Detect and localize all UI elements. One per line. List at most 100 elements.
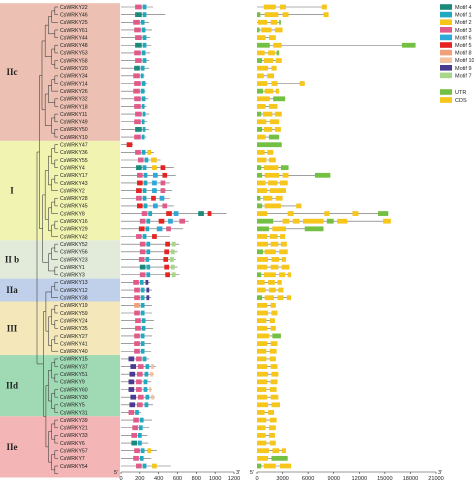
cds-box (257, 280, 265, 285)
motif-box (145, 280, 149, 285)
motif-box (135, 111, 142, 117)
gene-name: CsWRKY9 (60, 380, 85, 386)
cds-box (257, 356, 267, 362)
cds-box (257, 455, 269, 461)
cds-box (280, 180, 288, 186)
motif-box (139, 417, 144, 423)
gene-name: CsWRKY59 (60, 311, 88, 317)
motif-box (147, 149, 152, 155)
motif-box (133, 455, 139, 461)
motif-box (141, 149, 146, 155)
motif-box (151, 394, 154, 400)
gene-axis-3prime: 3' (438, 470, 442, 476)
motif-box (132, 425, 138, 431)
cds-box (257, 287, 266, 293)
cds-box (280, 241, 287, 247)
gene-name: CsWRKY54 (60, 464, 88, 470)
gene-name: CsWRKY23 (60, 257, 88, 263)
motif-box (142, 127, 146, 132)
cds-box (275, 88, 280, 94)
cds-box (337, 218, 348, 224)
motif-box (144, 371, 149, 377)
motif-box (133, 280, 139, 285)
utr-box (314, 172, 331, 178)
cds-box (257, 180, 266, 186)
cds-box (257, 333, 269, 339)
cds-box (262, 195, 273, 201)
motif-box (134, 119, 141, 125)
cds-box (275, 58, 282, 63)
motif-box (143, 172, 148, 178)
gene-name: CsWRKY58 (60, 58, 88, 64)
utr-box (257, 249, 263, 255)
legend-label: Motif 2 (455, 20, 472, 26)
motif-box (126, 142, 133, 148)
cds-box (270, 302, 276, 308)
cds-box (271, 81, 278, 86)
cds-box (286, 295, 292, 301)
motif-box (129, 371, 136, 377)
cds-box (257, 364, 268, 369)
motif-box (160, 188, 166, 193)
gene-name: CsWRKY44 (60, 35, 88, 41)
phylogenetic-tree (36, 6, 58, 474)
cds-box (280, 234, 286, 239)
motif-box (142, 165, 147, 171)
legend-swatch (440, 42, 452, 48)
protein-tick-label: 1000 (209, 476, 221, 482)
gene-tick-label: 18000 (403, 476, 419, 482)
utr-box (272, 333, 281, 339)
cds-box (268, 157, 276, 163)
group-label: II b (5, 254, 19, 264)
protein-axis-3prime: 3' (236, 470, 240, 476)
cds-box (264, 295, 275, 301)
cds-box (270, 379, 278, 385)
legend-label: Motif 3 (455, 28, 472, 34)
motif-box (137, 394, 144, 400)
gene-name: CsWRKY55 (60, 158, 88, 164)
motif-box (138, 425, 143, 431)
cds-box (268, 410, 275, 415)
cds-box (278, 287, 284, 293)
gene-name: CsWRKY4 (60, 165, 85, 171)
cds-box (277, 280, 282, 285)
cds-box (257, 387, 267, 392)
motif-box (143, 387, 148, 392)
motif-box (136, 195, 142, 201)
gene-name: CsWRKY22 (60, 5, 88, 11)
motif-box (151, 195, 156, 201)
gene-name: CsWRKY47 (60, 143, 88, 149)
utr-box (276, 50, 280, 56)
gene-name: CsWRKY32 (60, 97, 88, 103)
motif-box (159, 195, 165, 201)
motif-box (151, 364, 154, 369)
cds-box (269, 318, 275, 324)
gene-name: CsWRKY49 (60, 120, 88, 126)
gene-tick-label: 12000 (352, 476, 368, 482)
gene-name: CsWRKY12 (60, 288, 88, 294)
motif-box (134, 27, 141, 33)
legend-swatch (440, 19, 452, 25)
gene-name: CsWRKY8 (60, 211, 85, 217)
group-bands: IIc I II b IIa III IId IIe (0, 3, 120, 478)
gene-name: CsWRKY24 (60, 318, 88, 324)
motif-box (170, 264, 175, 270)
motif-box (142, 195, 147, 201)
motif-box (170, 249, 175, 255)
motif-box (143, 379, 148, 385)
motif-box (163, 257, 169, 262)
cds-box (270, 264, 279, 270)
group-label: III (7, 323, 18, 333)
motif-box (134, 310, 140, 316)
group-band-6 (0, 416, 120, 478)
motif-box (135, 42, 142, 48)
motif-box (140, 287, 145, 293)
cds-box (257, 394, 268, 400)
cds-box (287, 272, 292, 278)
motif-box (146, 264, 151, 270)
gene-name: CsWRKY13 (60, 280, 88, 286)
motif-box (141, 119, 145, 125)
